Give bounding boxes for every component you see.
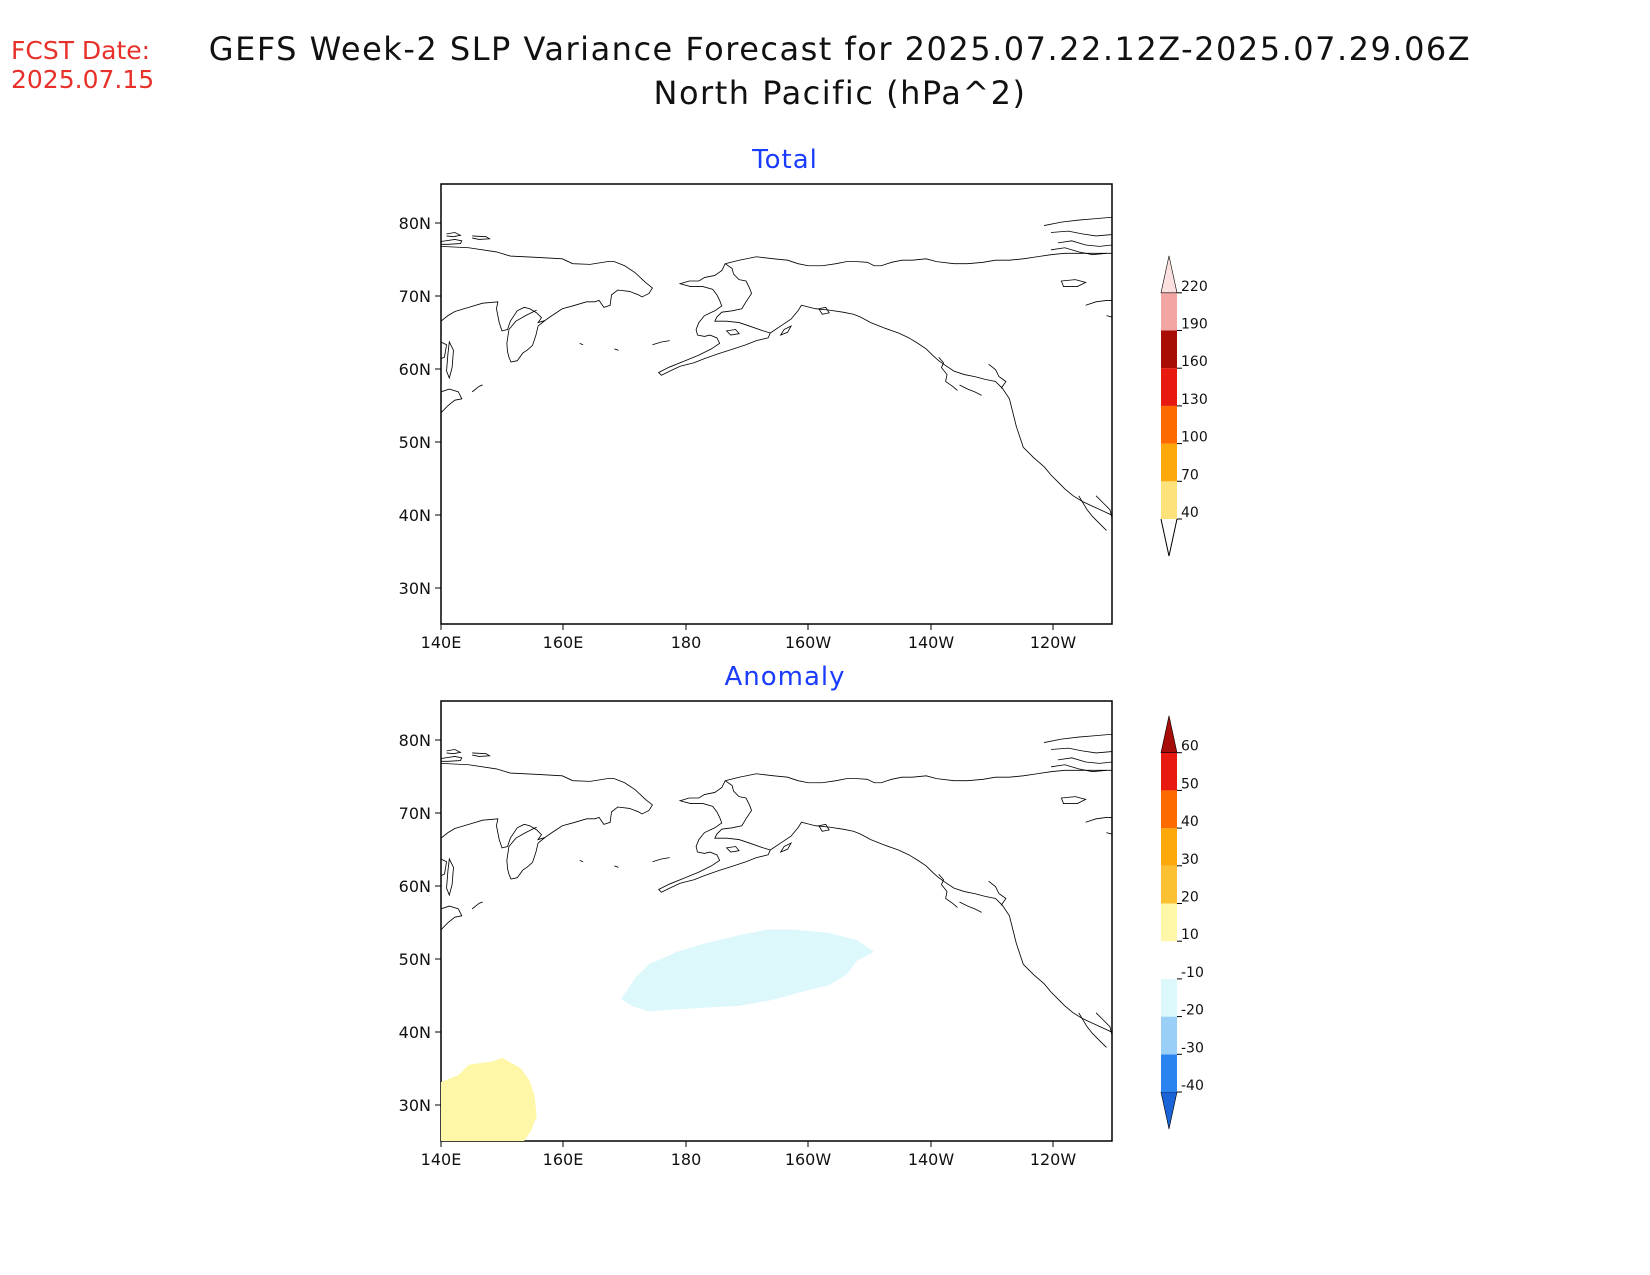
lon-tick-label: 180 xyxy=(671,633,702,652)
colorbar-label: 40 xyxy=(1181,814,1199,830)
panel-title-total: Total xyxy=(751,145,818,175)
colorbar-label: 160 xyxy=(1181,354,1208,370)
colorbar-label: 190 xyxy=(1181,317,1208,333)
colorbar-segment xyxy=(1161,368,1177,406)
lon-tick-label: 140E xyxy=(421,1150,462,1169)
colorbar-label: 30 xyxy=(1181,852,1199,868)
colorbar-segment xyxy=(1161,405,1177,444)
lat-tick-label: 40N xyxy=(399,1023,431,1042)
panel-title-anomaly: Anomaly xyxy=(724,662,845,692)
map-frame-total xyxy=(440,183,1113,625)
lat-tick-label: 30N xyxy=(399,1096,431,1115)
lon-tick-label: 160W xyxy=(785,633,832,652)
lat-tick-label: 80N xyxy=(399,731,431,750)
anomaly-region-positive xyxy=(441,1057,537,1141)
colorbar-upper-arrow xyxy=(1160,715,1178,753)
lat-axis-anomaly: 80N 70N 60N 50N 40N 30N xyxy=(399,731,441,1115)
colorbar-lower-arrow xyxy=(1160,518,1178,557)
lat-tick-label: 50N xyxy=(399,433,431,452)
lon-tick-label: 140E xyxy=(421,633,462,652)
map-frame-anomaly xyxy=(440,700,1113,1142)
colorbar-segment xyxy=(1161,330,1177,369)
lat-tick-label: 50N xyxy=(399,950,431,969)
colorbar-segment xyxy=(1161,941,1177,979)
lon-tick-label: 120W xyxy=(1030,633,1077,652)
lon-tick-label: 140W xyxy=(908,1150,955,1169)
lon-tick-label: 160E xyxy=(543,1150,584,1169)
lat-axis-total: 80N 70N 60N 50N 40N 30N xyxy=(399,214,441,598)
colorbar-label: 220 xyxy=(1181,279,1208,295)
fcst-date-value: 2025.07.15 xyxy=(11,65,155,94)
colorbar-label: 10 xyxy=(1181,927,1199,943)
colorbar-label: 60 xyxy=(1181,739,1199,755)
lat-tick-label: 70N xyxy=(399,804,431,823)
chart-subtitle: North Pacific (hPa^2) xyxy=(653,74,1027,112)
colorbar-upper-arrow xyxy=(1160,255,1178,294)
colorbar-segment xyxy=(1161,828,1177,866)
fcst-date-block: FCST Date: 2025.07.15 xyxy=(11,36,154,94)
colorbar-label: 40 xyxy=(1181,505,1199,521)
colorbar-label: -10 xyxy=(1181,965,1204,981)
colorbar-total: 40 70 100 130 160 190 220 xyxy=(1160,255,1208,557)
colorbar-segment xyxy=(1161,865,1177,904)
coastline-anomaly xyxy=(441,733,1112,1141)
lat-tick-label: 80N xyxy=(399,214,431,233)
colorbar-anomaly: -40 -30 -20 -10 10 20 30 40 50 60 xyxy=(1160,715,1204,1130)
colorbar-segment xyxy=(1161,481,1177,519)
panel-total: Total 80N 70N 60N 50N 40N 30N 140E 160E 180 160W… xyxy=(399,145,1208,652)
chart-title: GEFS Week-2 SLP Variance Forecast for 20… xyxy=(208,30,1472,68)
colorbar-label: -30 xyxy=(1181,1040,1204,1056)
lon-tick-label: 160E xyxy=(543,633,584,652)
lon-tick-label: 140W xyxy=(908,633,955,652)
colorbar-label: -20 xyxy=(1181,1003,1204,1019)
lat-tick-label: 40N xyxy=(399,506,431,525)
colorbar-segment xyxy=(1161,790,1177,829)
colorbar-segment xyxy=(1161,1054,1177,1092)
lon-axis-total: 140E 160E 180 160W 140W 120W xyxy=(421,624,1077,652)
colorbar-segment xyxy=(1161,443,1177,482)
colorbar-segment xyxy=(1161,292,1177,331)
lon-axis-anomaly: 140E 160E 180 160W 140W 120W xyxy=(421,1141,1077,1169)
lon-tick-label: 160W xyxy=(785,1150,832,1169)
lat-tick-label: 60N xyxy=(399,877,431,896)
colorbar-label: 130 xyxy=(1181,392,1208,408)
panel-anomaly: Anomaly 80N 70N 60N 50N 40N 30N 140E 160E 180 16… xyxy=(399,662,1204,1169)
colorbar-label: 100 xyxy=(1181,430,1208,446)
colorbar-label: 20 xyxy=(1181,890,1199,906)
colorbar-label: 50 xyxy=(1181,776,1199,792)
colorbar-lower-arrow xyxy=(1160,1091,1178,1130)
colorbar-segment xyxy=(1161,978,1177,1017)
colorbar-segment xyxy=(1161,752,1177,791)
fcst-date-label: FCST Date: xyxy=(11,36,151,65)
lat-tick-label: 60N xyxy=(399,360,431,379)
colorbar-label: -40 xyxy=(1181,1078,1204,1094)
lon-tick-label: 120W xyxy=(1030,1150,1077,1169)
colorbar-segment xyxy=(1161,903,1177,942)
colorbar-label: 70 xyxy=(1181,467,1199,483)
lat-tick-label: 70N xyxy=(399,287,431,306)
lat-tick-label: 30N xyxy=(399,579,431,598)
lon-tick-label: 180 xyxy=(671,1150,702,1169)
anomaly-region-negative xyxy=(621,929,875,1012)
colorbar-segment xyxy=(1161,1016,1177,1055)
